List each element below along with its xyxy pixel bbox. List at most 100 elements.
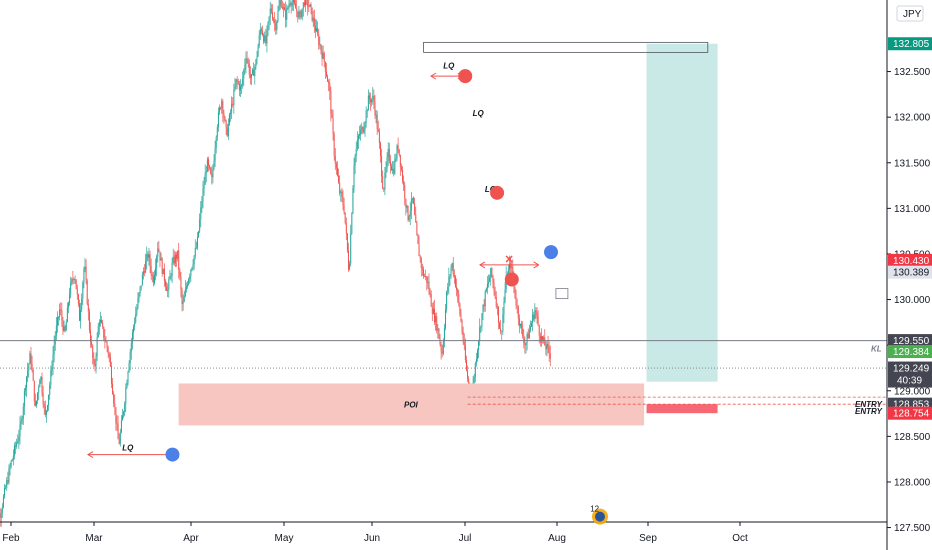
candle-body: [97, 326, 99, 338]
candle-body: [477, 349, 478, 359]
candle-body: [66, 307, 68, 323]
candle-body: [356, 140, 358, 149]
candle-body: [134, 322, 136, 327]
swing-high-dot-2: [490, 185, 505, 200]
candle-body: [203, 184, 205, 190]
y-tick-label: 128.000: [894, 477, 931, 488]
candle-body: [297, 11, 299, 18]
candle-body: [475, 358, 477, 364]
candle-body: [399, 154, 401, 167]
candle-body: [335, 163, 337, 168]
candle-body: [253, 69, 255, 76]
candle-body: [296, 8, 298, 12]
candle-body: [331, 113, 333, 119]
candle-body: [344, 212, 346, 223]
price-label-gray: 130.389: [893, 268, 930, 279]
price-label-target: 132.805: [893, 39, 930, 50]
candle-body: [23, 390, 25, 407]
candle-body: [416, 222, 418, 235]
candle-body: [381, 155, 383, 177]
x-tick-label: Aug: [548, 533, 566, 544]
kl-label: KL: [871, 345, 882, 354]
price-axis[interactable]: 127.500128.000128.500129.000129.500130.0…: [886, 0, 932, 550]
candle-body: [42, 392, 44, 405]
candle-body: [126, 382, 128, 389]
candle-body: [238, 83, 240, 91]
price-label-gray-bg: [888, 265, 932, 279]
candle-body: [300, 11, 302, 18]
candle-body: [474, 363, 476, 378]
candle-body: [135, 314, 137, 323]
candle-body: [207, 159, 209, 166]
candle-body: [60, 309, 62, 311]
candle-body: [8, 468, 10, 483]
price-label-bid: 129.249: [893, 364, 930, 375]
candle-body: [512, 266, 514, 279]
candle-body: [28, 364, 30, 371]
candle-body: [314, 26, 316, 32]
candle-body: [280, 0, 282, 7]
currency-label: JPY: [903, 9, 922, 20]
candle-body: [81, 298, 83, 310]
candle-body: [234, 86, 236, 90]
candle-body: [371, 99, 373, 103]
candle-body: [493, 282, 495, 292]
event-count: 12: [590, 505, 599, 514]
candle-body: [262, 31, 264, 36]
candle-body: [31, 363, 33, 371]
candle-body: [199, 219, 201, 232]
candle-body: [258, 34, 260, 47]
candle-body: [480, 326, 482, 328]
candle-body: [142, 271, 144, 275]
candle-body: [350, 233, 352, 264]
candle-body: [495, 296, 497, 307]
candle-body: [58, 316, 60, 318]
candle-body: [359, 134, 361, 136]
candle-body: [387, 148, 389, 158]
candle-body: [185, 286, 187, 290]
candle-body: [400, 166, 402, 170]
candle-body: [263, 35, 265, 42]
candle-body: [125, 388, 127, 404]
candle-body: [91, 342, 93, 346]
candle-body: [98, 322, 100, 327]
lq-label-1: LQ: [122, 444, 134, 453]
candle-body: [345, 222, 347, 234]
candle-body: [103, 326, 105, 338]
candle-body: [373, 95, 375, 102]
candle-body: [265, 35, 267, 44]
candle-body: [204, 173, 206, 185]
candle-body: [426, 276, 428, 283]
candle-body: [292, 0, 294, 3]
candle-body: [329, 83, 331, 92]
candle-body: [465, 360, 467, 371]
time-axis[interactable]: Feb Mar Apr May Jun Jul Aug Sep Oct: [0, 521, 887, 544]
candle-body: [355, 148, 357, 156]
drawing-layer: [0, 41, 887, 426]
candle-body: [245, 58, 247, 65]
candle-body: [305, 0, 307, 6]
candle-body: [87, 304, 89, 312]
candle-body: [101, 320, 103, 323]
candle-body: [298, 11, 300, 18]
candle-body: [237, 81, 239, 84]
candle-body: [282, 7, 284, 9]
candle-body: [462, 331, 464, 342]
candle-body: [275, 22, 277, 30]
candle-body: [117, 424, 119, 440]
y-tick-label: 129.000: [894, 386, 931, 397]
candle-body: [504, 289, 506, 302]
candle-body: [479, 327, 481, 341]
y-tick-label: 130.000: [894, 295, 931, 306]
candle-body: [92, 345, 94, 358]
candle-body: [236, 79, 238, 82]
candle-body: [492, 275, 494, 283]
candle-body: [443, 328, 445, 342]
candle-body: [317, 28, 319, 35]
cross-arrow-head-right: [533, 261, 540, 269]
candle-body: [9, 466, 11, 469]
candle-body: [464, 345, 466, 361]
candle-body: [49, 385, 51, 395]
x-tick-label: May: [275, 533, 294, 544]
